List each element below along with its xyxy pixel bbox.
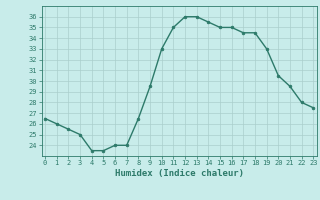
X-axis label: Humidex (Indice chaleur): Humidex (Indice chaleur) — [115, 169, 244, 178]
